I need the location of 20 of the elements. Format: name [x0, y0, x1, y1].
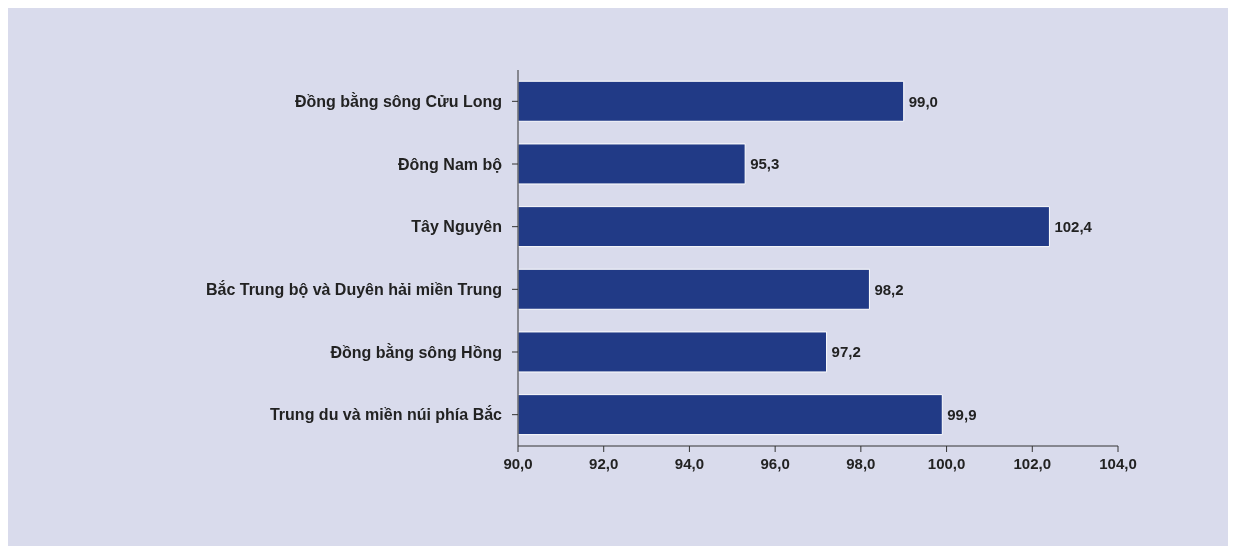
y-tick-label: Đồng bằng sông Hồng [330, 342, 502, 361]
x-tick-label: 102,0 [1013, 454, 1052, 472]
y-tick-label: Đông Nam bộ [398, 155, 503, 173]
y-tick-label: Bắc Trung bộ và Duyên hải miền Trung [205, 280, 502, 299]
x-tick-label: 90,0 [503, 454, 533, 472]
data-label: 102,4 [1054, 217, 1093, 235]
x-tick-label: 104,0 [1099, 454, 1137, 472]
y-tick-label: Trung du và miền núi phía Bắc [269, 405, 503, 424]
data-label: 99,9 [947, 405, 977, 423]
x-tick-label: 96,0 [760, 454, 790, 472]
x-tick-label: 100,0 [927, 454, 966, 472]
y-tick-label: Đồng bằng sông Cửu Long [294, 92, 502, 111]
y-tick-label: Tây Nguyên [411, 218, 502, 236]
x-tick-label: 92,0 [589, 454, 619, 472]
x-tick-label: 98,0 [846, 454, 876, 472]
data-label: 98,2 [874, 280, 904, 298]
data-label: 99,0 [908, 92, 938, 110]
data-label: 95,3 [750, 155, 780, 173]
data-label: 97,2 [831, 343, 861, 361]
x-tick-label: 94,0 [674, 454, 705, 472]
